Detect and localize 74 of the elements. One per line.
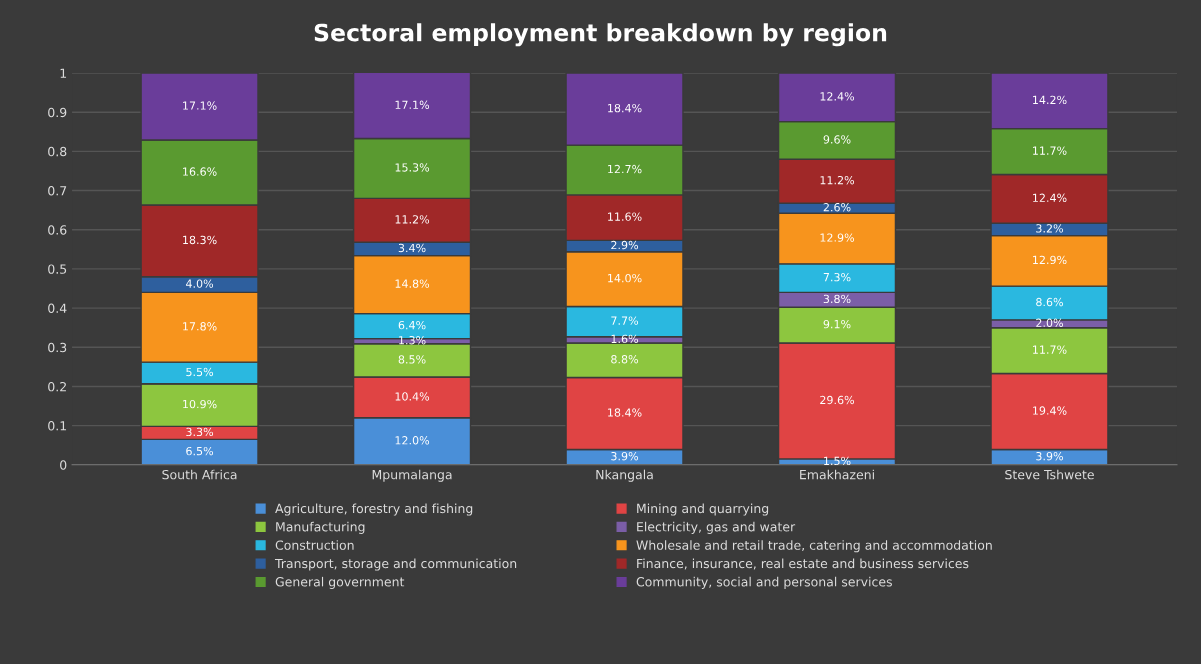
data-label: 19.4% (1033, 406, 1067, 415)
data-label: 3.4% (398, 243, 426, 253)
x-tick-label: Nkangala (596, 469, 653, 482)
x-tick-label: Steve Tshwete (1005, 469, 1094, 480)
y-tick-label: 0.2 (48, 381, 66, 392)
legend-label: Manufacturing (276, 521, 365, 534)
x-tick-label: Emakhazeni (800, 469, 874, 480)
data-label: 1.6% (611, 334, 639, 344)
legend-label: General government (275, 576, 405, 589)
data-label: 5.5% (186, 367, 214, 377)
legend-label: Electricity, gas and water (637, 521, 796, 534)
data-label: 29.6% (820, 395, 855, 405)
data-label: 14.8% (395, 279, 430, 288)
legend-label: Construction (275, 540, 354, 550)
legend-label: Transport, storage and communication (274, 558, 517, 571)
data-label: 12.9% (820, 233, 855, 242)
data-label: 8.6% (1036, 297, 1063, 307)
y-tick-label: 0.7 (48, 186, 67, 196)
data-label: 8.5% (398, 355, 426, 364)
x-tick-label: Mpumalanga (372, 469, 452, 482)
legend-label: Mining and quarrying (637, 503, 769, 516)
data-label: 12.0% (395, 436, 430, 445)
data-label: 11.7% (1033, 345, 1067, 354)
data-label: 18.4% (608, 103, 642, 113)
data-label: 4.0% (185, 279, 214, 288)
data-label: 18.4% (608, 408, 642, 417)
legend-label: Community, social and personal services (636, 576, 892, 589)
data-label: 7.7% (611, 316, 639, 325)
data-label: 11.2% (820, 175, 855, 185)
legend-label: Finance, insurance, real estate and business services (637, 558, 969, 570)
data-label: 3.8% (823, 294, 851, 304)
data-label: 12.7% (608, 164, 642, 174)
y-tick-label: 0.6 (48, 225, 67, 235)
data-label: 2.6% (823, 203, 851, 212)
data-label: 7.3% (823, 272, 851, 282)
data-label: 14.0% (608, 273, 642, 283)
y-tick-label: 0.8 (48, 146, 67, 157)
y-tick-label: 0.3 (48, 342, 67, 353)
data-label: 2.9% (611, 240, 639, 250)
y-tick-label: 0.1 (48, 421, 67, 431)
data-label: 6.5% (186, 446, 214, 456)
data-label: 3.9% (1036, 451, 1063, 461)
data-label: 3.2% (1036, 224, 1063, 233)
data-label: 11.6% (608, 212, 642, 221)
y-tick-label: 1 (60, 68, 67, 78)
data-label: 16.6% (183, 167, 217, 176)
data-label: 11.2% (395, 215, 430, 224)
data-label: 8.8% (611, 355, 639, 364)
data-label: 12.4% (1033, 193, 1067, 203)
y-tick-label: 0.5 (48, 264, 67, 274)
data-label: 9.1% (823, 319, 851, 329)
data-label: 11.7% (1033, 146, 1067, 155)
data-label: 17.1% (183, 101, 217, 110)
data-label: 17.1% (395, 100, 430, 109)
legend-label: Agriculture, forestry and fishing (275, 503, 473, 516)
y-tick-label: 0.4 (48, 303, 67, 314)
data-label: 10.4% (395, 392, 430, 401)
data-label: 6.4% (398, 320, 426, 330)
data-label: 2.0% (1036, 318, 1063, 327)
data-label: 3.3% (186, 427, 214, 437)
data-label: 14.2% (1033, 95, 1067, 105)
data-label: 18.3% (183, 235, 217, 245)
y-tick-label: 0 (60, 460, 67, 470)
data-label: 17.8% (183, 322, 217, 331)
data-label: 9.6% (823, 135, 851, 144)
data-label: 12.9% (1033, 255, 1067, 265)
chart-title: Sectoral employment breakdown by region (314, 23, 887, 47)
data-label: 3.9% (611, 451, 639, 461)
legend-label: Wholesale and retail trade, catering and accommodation (636, 540, 992, 553)
data-label: 10.9% (183, 399, 217, 409)
x-tick-label: South Africa (162, 469, 237, 480)
data-label: 15.3% (395, 163, 430, 172)
y-tick-label: 0.9 (48, 107, 67, 118)
data-label: 12.4% (820, 92, 855, 101)
